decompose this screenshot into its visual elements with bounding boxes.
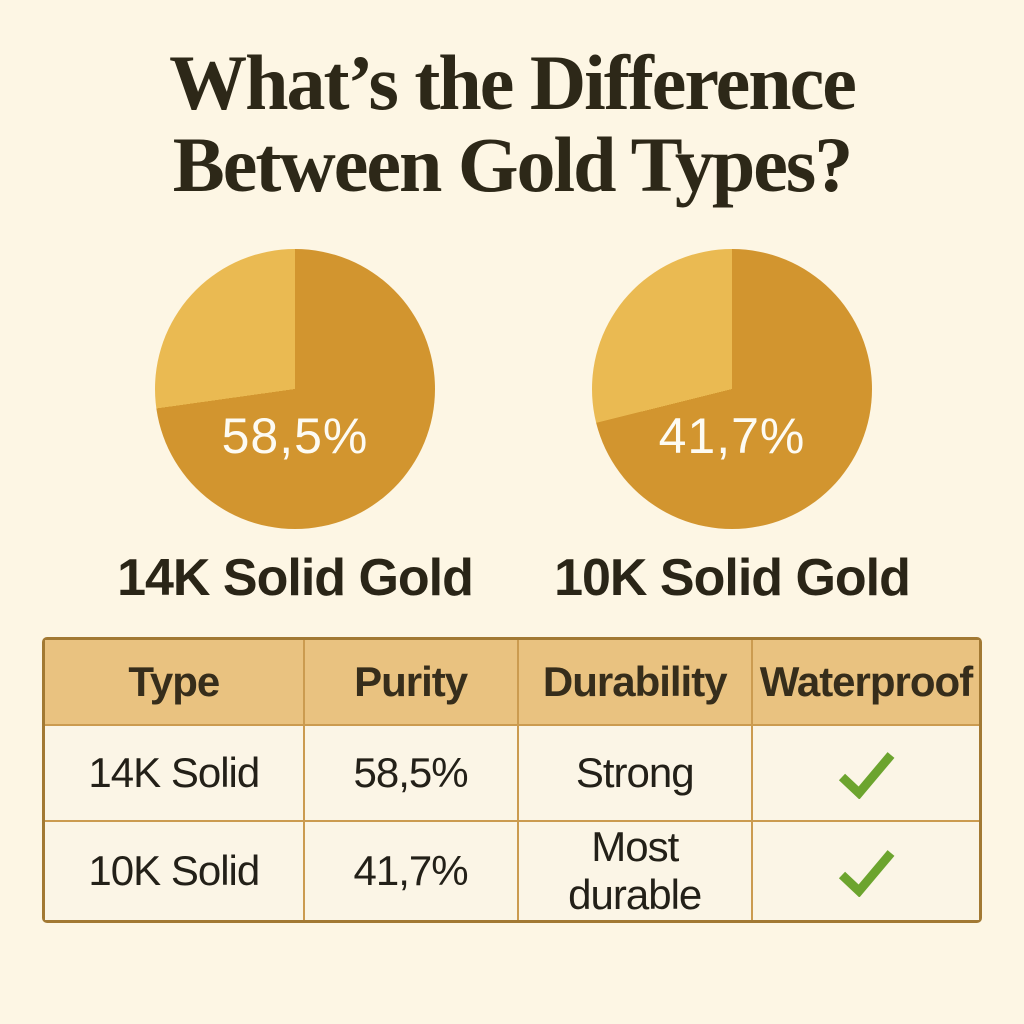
pie-chart-10k: 41,7% <box>592 249 872 529</box>
cell-purity-10k: 41,7% <box>304 822 519 920</box>
cell-type-14k: 14K Solid <box>45 726 305 822</box>
cell-purity-14k: 58,5% <box>304 726 519 822</box>
page-title-line-1: What’s the Difference <box>169 39 857 126</box>
pie-value-label-14k: 58,5% <box>221 408 369 464</box>
pie-caption-10k: 10K Solid Gold <box>554 549 911 607</box>
pie-caption-14k: 14K Solid Gold <box>117 549 474 607</box>
cell-waterproof-10k <box>752 822 979 920</box>
cell-durability-10k: Most durable <box>518 822 753 920</box>
cell-waterproof-14k <box>752 726 979 822</box>
table-row: 10K Solid 41,7% Most durable <box>45 822 979 920</box>
cell-durability-14k: Strong <box>518 726 753 822</box>
column-header-waterproof: Waterproof <box>752 640 979 726</box>
cell-type-10k: 10K Solid <box>45 822 305 920</box>
comparison-table: Type Purity Durability Waterproof 14K So… <box>42 637 982 923</box>
checkmark-icon <box>838 850 895 897</box>
checkmark-icon <box>838 752 895 799</box>
pie-chart-14k: 58,5% <box>155 249 435 529</box>
pie-value-label-10k: 41,7% <box>658 408 806 464</box>
page-title-line-2: Between Gold Types? <box>172 120 853 208</box>
column-header-durability: Durability <box>518 640 753 726</box>
table-row: 14K Solid 58,5% Strong <box>45 726 979 822</box>
page-title: What’s the Difference Between Gold Types… <box>0 42 1024 206</box>
column-header-type: Type <box>45 640 305 726</box>
column-header-purity: Purity <box>304 640 519 726</box>
table-header-row: Type Purity Durability Waterproof <box>45 640 979 726</box>
